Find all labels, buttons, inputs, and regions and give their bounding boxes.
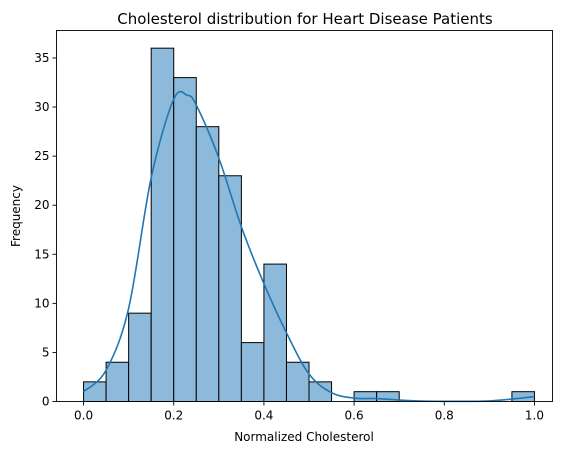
y-tick-label: 30 <box>34 100 49 114</box>
histogram-bar <box>150 47 175 403</box>
x-tick-label: 0.0 <box>74 409 93 423</box>
histogram-bar <box>263 263 287 402</box>
histogram-bar <box>240 342 265 403</box>
x-tick-label: 0.6 <box>345 409 364 423</box>
x-axis-ticks: 0.0 0.2 0.4 0.6 0.8 1.0 <box>74 401 544 423</box>
histogram-bar <box>83 381 107 402</box>
y-tick-label: 15 <box>34 247 49 261</box>
x-tick-label: 0.4 <box>254 409 273 423</box>
y-axis-ticks: 0 5 10 15 20 25 30 35 <box>34 51 57 409</box>
x-tick-label: 1.0 <box>525 409 544 423</box>
chart-title: Cholesterol distribution for Heart Disea… <box>117 10 493 28</box>
histogram-bars <box>83 47 535 403</box>
x-tick-label: 0.8 <box>435 409 454 423</box>
y-tick-label: 10 <box>34 296 49 310</box>
y-axis-label: Frequency <box>9 185 23 247</box>
y-tick-label: 5 <box>42 345 50 359</box>
plot-frame <box>56 30 553 402</box>
x-tick-label: 0.2 <box>164 409 183 423</box>
histogram-bar <box>353 391 378 402</box>
histogram-bar <box>218 175 242 402</box>
x-axis-label: Normalized Cholesterol <box>234 430 374 444</box>
histogram-bar <box>128 312 152 402</box>
y-tick-label: 35 <box>34 51 49 65</box>
histogram-bar <box>195 126 220 403</box>
y-tick-label: 20 <box>34 198 49 212</box>
y-tick-label: 0 <box>42 395 50 409</box>
histogram-bar <box>173 77 197 402</box>
histogram-bar <box>105 361 130 403</box>
y-tick-label: 25 <box>34 149 49 163</box>
